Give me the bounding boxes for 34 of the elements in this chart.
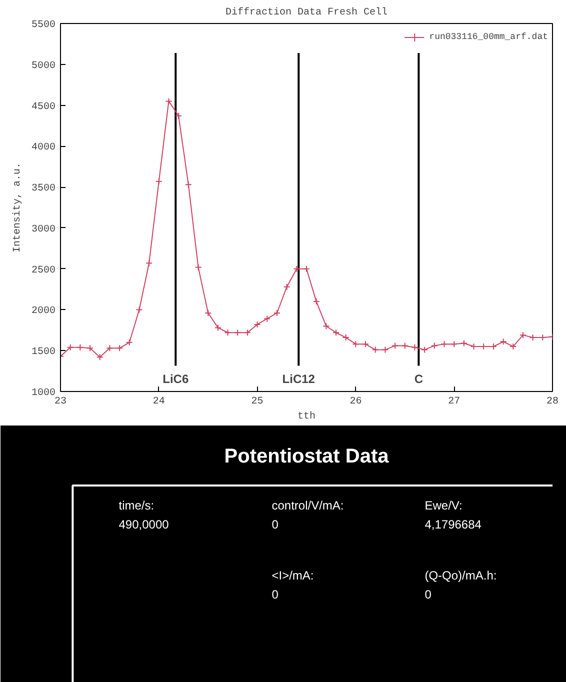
x-tick-label: 28 xyxy=(546,396,559,408)
text: 0 xyxy=(424,588,432,602)
x-tick-label: 27 xyxy=(448,396,460,408)
y-tick-label: 2000 xyxy=(31,306,56,318)
text: (Q-Qo)/mA.h: xyxy=(424,568,497,582)
y-axis-title: Intensity, a.u. xyxy=(11,162,24,253)
text: time/s: xyxy=(118,498,154,512)
ref-line-label: C xyxy=(414,372,424,386)
y-tick-label: 2500 xyxy=(31,265,56,276)
y-tick-label: 1000 xyxy=(31,388,56,399)
y-tick-label: 5500 xyxy=(31,20,56,31)
text: 4,1796684 xyxy=(424,518,482,532)
text: control/V/mA: xyxy=(272,498,344,512)
text: Ewe/V: xyxy=(424,498,462,512)
text: 0 xyxy=(272,518,279,532)
chart-title: Diffraction Data Fresh Cell xyxy=(225,6,388,18)
text: 490,0000 xyxy=(118,518,170,532)
y-tick-label: 1500 xyxy=(31,347,56,358)
text: <I>/mA: xyxy=(272,568,314,582)
text: Potentiostat Data xyxy=(224,446,390,468)
ref-line-label: LiC6 xyxy=(162,372,189,386)
y-tick-label: 3000 xyxy=(31,224,56,236)
legend-label: run033116_00mm_arf.dat xyxy=(429,32,548,42)
x-axis-title: tth xyxy=(298,410,316,422)
y-tick-label: 3500 xyxy=(31,184,56,195)
ref-line-label: LiC12 xyxy=(282,372,316,386)
x-tick-label: 25 xyxy=(251,396,264,408)
y-tick-label: 5000 xyxy=(31,60,56,72)
y-tick-label: 4000 xyxy=(31,142,56,154)
text: 0 xyxy=(272,588,279,602)
y-tick-label: 4500 xyxy=(31,102,56,113)
x-tick-label: 24 xyxy=(152,396,165,408)
x-tick-label: 23 xyxy=(54,396,67,408)
x-tick-label: 26 xyxy=(350,396,362,408)
